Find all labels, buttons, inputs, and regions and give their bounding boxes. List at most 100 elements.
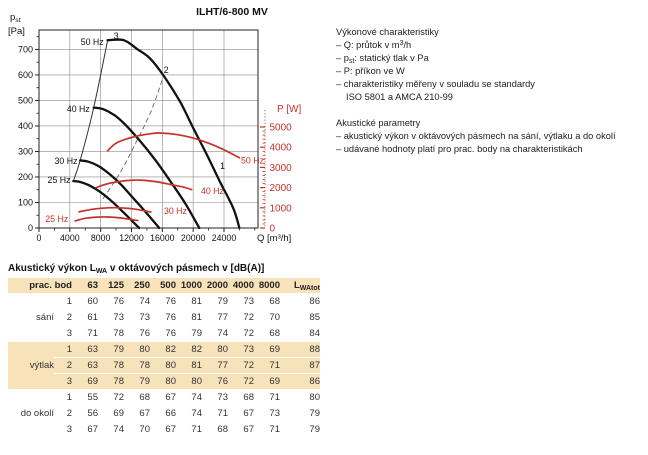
lwatot-value-cell: 80: [280, 390, 320, 406]
header-500: 500: [150, 278, 176, 294]
x-axis: 0 4000 8000 12000 16000 20000 24000 Q [m³/h]: [37, 228, 291, 244]
table-row: 2 61 73 73 76 81 77 72 70 85: [8, 310, 320, 326]
octave-value-cell: 68: [254, 294, 280, 310]
lwatot-value-cell: 84: [280, 326, 320, 342]
info-item: – Q: průtok v m3/h: [336, 40, 412, 50]
octave-value-cell: 67: [124, 406, 150, 422]
y-left-tick-label: 700: [18, 44, 33, 54]
group-label: výtlak: [8, 342, 54, 390]
octave-value-cell: 79: [124, 374, 150, 390]
plot-border: [38, 29, 259, 229]
octave-value-cell: 81: [176, 294, 202, 310]
left-axis-unit: [Pa]: [8, 26, 25, 37]
lwatot-value-cell: 88: [280, 342, 320, 358]
octave-value-cell: 60: [72, 294, 98, 310]
x-tick-label: 4000: [60, 233, 80, 243]
octave-value-cell: 61: [72, 310, 98, 326]
header-250: 250: [124, 278, 150, 294]
pressure-curve-label: 50 Hz: [81, 37, 104, 47]
info-section-title: Akustické parametry: [336, 118, 421, 128]
pressure-curve-25hz: [72, 179, 141, 230]
octave-value-cell: 78: [124, 358, 150, 374]
pressure-curves: [72, 38, 241, 230]
y-left-tick-label: 400: [18, 121, 33, 131]
info-section: Akustické parametry – akustický výkon v o…: [336, 117, 648, 156]
octave-value-cell: 79: [98, 342, 124, 358]
power-curve-25hz: [74, 216, 139, 222]
header-1000: 1000: [176, 278, 202, 294]
group-label: sání: [8, 294, 54, 342]
octave-value-cell: 80: [202, 342, 228, 358]
superscript: 3: [399, 40, 404, 47]
y-left-tick-label: 600: [18, 70, 33, 80]
lwatot-value-cell: 87: [280, 358, 320, 374]
octave-value-cell: 74: [176, 406, 202, 422]
octave-value-cell: 72: [228, 326, 254, 342]
x-tick-label: 16000: [150, 233, 175, 243]
octave-value-cell: 55: [72, 390, 98, 406]
octave-value-cell: 71: [72, 326, 98, 342]
octave-value-cell: 66: [150, 406, 176, 422]
lwatot-value-cell: 85: [280, 310, 320, 326]
octave-value-cell: 71: [176, 422, 202, 438]
octave-value-cell: 72: [228, 374, 254, 390]
power-curve-label: 30 Hz: [164, 206, 187, 216]
pressure-curve-label: 30 Hz: [54, 156, 77, 166]
work-point-number: 3: [54, 422, 72, 438]
octave-value-cell: 68: [124, 390, 150, 406]
left-axis: 0 100 200 300 400 500 600 700: [18, 36, 39, 233]
lwatot-value-cell: 79: [280, 406, 320, 422]
x-tick-label: 24000: [212, 233, 237, 243]
info-item: – charakteristiky měřeny v souladu se st…: [336, 79, 535, 89]
octave-value-cell: 56: [72, 406, 98, 422]
x-tick-label: 0: [37, 233, 42, 243]
work-point-number: 2: [54, 310, 72, 326]
header-8000: 8000: [254, 278, 280, 294]
acoustic-table-title-sub: WA: [95, 268, 108, 275]
octave-value-cell: 78: [98, 374, 124, 390]
work-point-label: 3: [114, 31, 119, 41]
octave-value-cell: 73: [254, 406, 280, 422]
power-curve-label: 25 Hz: [45, 214, 68, 224]
power-curve-40hz: [95, 179, 193, 191]
info-item: ISO 5801 a AMCA 210-99: [346, 92, 453, 102]
octave-value-cell: 73: [228, 342, 254, 358]
octave-value-cell: 71: [254, 422, 280, 438]
header-lwatot-sub: WAtot: [299, 285, 320, 292]
work-point-number: 2: [54, 406, 72, 422]
table-row: do okolí 1 55 72 68 67 74 73 68 71 80: [8, 390, 320, 438]
octave-value-cell: 82: [150, 342, 176, 358]
octave-value-cell: 76: [150, 310, 176, 326]
octave-value-cell: 69: [254, 374, 280, 390]
y-right-tick-label: 1000: [270, 203, 293, 214]
pressure-curve-label: 25 Hz: [48, 175, 71, 185]
characteristics-info-panel: Výkonové charakteristiky – Q: průtok v m3…: [336, 26, 648, 156]
header-lwatot-text: L: [293, 280, 300, 291]
pressure-curve-30hz: [79, 159, 161, 230]
table-row: 2 56 69 67 66 74 71 67 73 79: [8, 406, 320, 422]
left-axis-label: pst: [10, 12, 21, 24]
octave-value-cell: 76: [150, 294, 176, 310]
stall-limit-line: [72, 40, 109, 182]
performance-chart: 0 100 200 300 400 500 600 700 0 4000 8000 12000 1600…: [0, 0, 330, 252]
table-header-row: prac. bod 63 125 250 500 1000 2000 4000 …: [8, 278, 320, 294]
octave-value-cell: 74: [98, 422, 124, 438]
octave-value-cell: 77: [202, 310, 228, 326]
y-left-tick-label: 500: [18, 95, 33, 105]
octave-value-cell: 74: [202, 326, 228, 342]
y-right-tick-label: 5000: [270, 123, 293, 134]
work-point-number: 1: [54, 342, 72, 358]
octave-value-cell: 79: [176, 326, 202, 342]
chart-grid: [39, 30, 258, 228]
acoustic-power-table: prac. bod 63 125 250 500 1000 2000 4000 …: [8, 278, 320, 438]
header-lwatot: LWAtot: [280, 278, 320, 294]
octave-value-cell: 67: [228, 422, 254, 438]
work-point-number: 3: [54, 326, 72, 342]
lwatot-value-cell: 86: [280, 374, 320, 390]
y-left-tick-label: 0: [28, 223, 33, 233]
x-axis-label: Q [m³/h]: [257, 233, 291, 244]
header-4000: 4000: [228, 278, 254, 294]
work-point-number: 1: [54, 390, 72, 406]
info-section-title: Výkonové charakteristiky: [336, 27, 439, 37]
octave-value-cell: 72: [98, 390, 124, 406]
